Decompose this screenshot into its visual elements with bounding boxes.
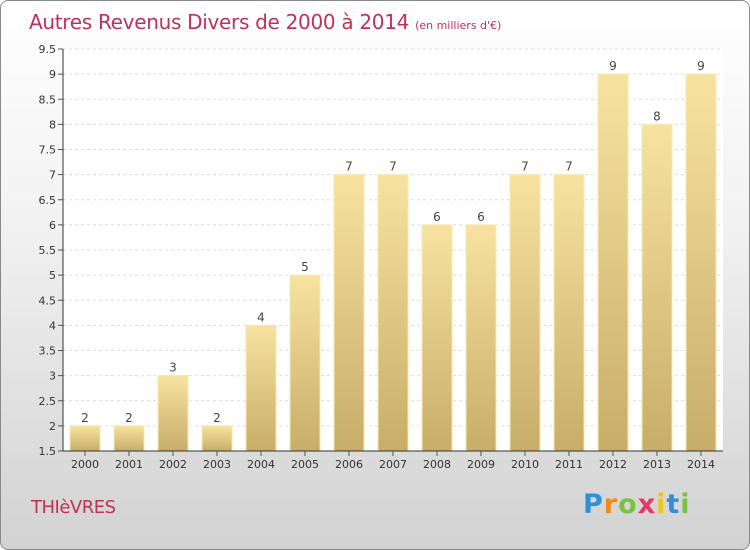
bar-2009	[465, 224, 497, 452]
x-tick-label-2001: 2001	[115, 458, 143, 471]
y-axis: 1.5 2 2.5 3 3.5 4 4.5 5 5.5 6 6.5 7 7.5 8 8.5 9 9.5	[39, 43, 64, 458]
y-tick-label: 6.5	[39, 194, 57, 207]
data-label-2002: 3	[169, 361, 177, 375]
x-tick-label-2006: 2006	[335, 458, 363, 471]
bar-2013	[641, 123, 673, 452]
data-label-2001: 2	[125, 411, 133, 425]
x-tick-label-2009: 2009	[467, 458, 495, 471]
y-tick-label: 5.5	[39, 244, 57, 257]
x-tick-label-2010: 2010	[511, 458, 539, 471]
logo-letter: i	[680, 489, 691, 520]
commune-name: THIèVRES	[31, 497, 116, 518]
chart-title: Autres Revenus Divers de 2000 à 2014 (en …	[29, 10, 501, 34]
y-tick-label: 8.5	[39, 93, 57, 106]
y-tick-label: 4.5	[39, 294, 57, 307]
bar-2004	[245, 324, 277, 452]
x-tick-label-2000: 2000	[71, 458, 99, 471]
bar-2002	[157, 375, 189, 452]
y-tick-label: 2	[49, 420, 56, 433]
chart-subtitle: (en milliers d'€)	[415, 19, 502, 32]
y-tick-label: 3.5	[39, 345, 57, 358]
x-tick-label-2002: 2002	[159, 458, 187, 471]
logo-letter: r	[603, 489, 619, 520]
x-tick-label-2007: 2007	[379, 458, 407, 471]
bar-2003	[201, 425, 233, 452]
bar-2012	[597, 73, 629, 452]
x-tick-label-2004: 2004	[247, 458, 275, 471]
logo-letter: t	[666, 489, 681, 520]
y-tick-label: 9	[49, 68, 56, 81]
bars: 2 2 3 2 4 5 7 7 6 6 7 7 9 8 9	[69, 59, 717, 452]
x-tick-label-2014: 2014	[687, 458, 715, 471]
x-tick-label-2012: 2012	[599, 458, 627, 471]
y-tick-label: 6	[49, 219, 56, 232]
data-label-2014: 9	[697, 59, 705, 73]
data-label-2004: 4	[257, 310, 265, 324]
data-label-2010: 7	[521, 160, 529, 174]
y-tick-label: 2.5	[39, 395, 57, 408]
y-tick-label: 5	[49, 269, 56, 282]
bar-2010	[509, 174, 541, 452]
bar-2000	[69, 425, 101, 452]
logo-letter: i	[656, 489, 667, 520]
logo-letter: P	[583, 489, 604, 520]
logo-letter: o	[618, 489, 638, 520]
data-label-2000: 2	[81, 411, 89, 425]
x-tick-label-2011: 2011	[555, 458, 583, 471]
bar-2005	[289, 274, 321, 452]
data-label-2008: 6	[433, 210, 441, 224]
y-tick-label: 9.5	[39, 43, 57, 56]
data-label-2006: 7	[345, 160, 353, 174]
x-tick-label-2008: 2008	[423, 458, 451, 471]
bar-2008	[421, 224, 453, 452]
x-axis: 2000 2001 2002 2003 2004 2005 2006 2007 2008 2009…	[63, 450, 723, 471]
data-label-2009: 6	[477, 210, 485, 224]
x-tick-label-2005: 2005	[291, 458, 319, 471]
data-label-2012: 9	[609, 59, 617, 73]
y-tick-label: 8	[49, 118, 56, 131]
bar-2001	[113, 425, 145, 452]
chart-title-text: Autres Revenus Divers de 2000 à 2014	[29, 10, 410, 34]
x-tick-label-2013: 2013	[643, 458, 671, 471]
x-tick-label-2003: 2003	[203, 458, 231, 471]
proxiti-logo: Proxiti	[583, 489, 691, 520]
y-tick-label: 7.5	[39, 144, 57, 157]
data-label-2005: 5	[301, 260, 309, 274]
data-label-2013: 8	[653, 109, 661, 123]
data-label-2011: 7	[565, 160, 573, 174]
y-tick-label: 4	[49, 319, 56, 332]
data-label-2007: 7	[389, 160, 397, 174]
bar-2014	[685, 73, 717, 452]
bar-2011	[553, 174, 585, 452]
bar-2006	[333, 174, 365, 452]
y-tick-label: 7	[49, 169, 56, 182]
bar-2007	[377, 174, 409, 452]
data-label-2003: 2	[213, 411, 221, 425]
y-tick-label: 3	[49, 370, 56, 383]
logo-letter: x	[637, 489, 657, 520]
y-tick-label: 1.5	[39, 445, 57, 458]
